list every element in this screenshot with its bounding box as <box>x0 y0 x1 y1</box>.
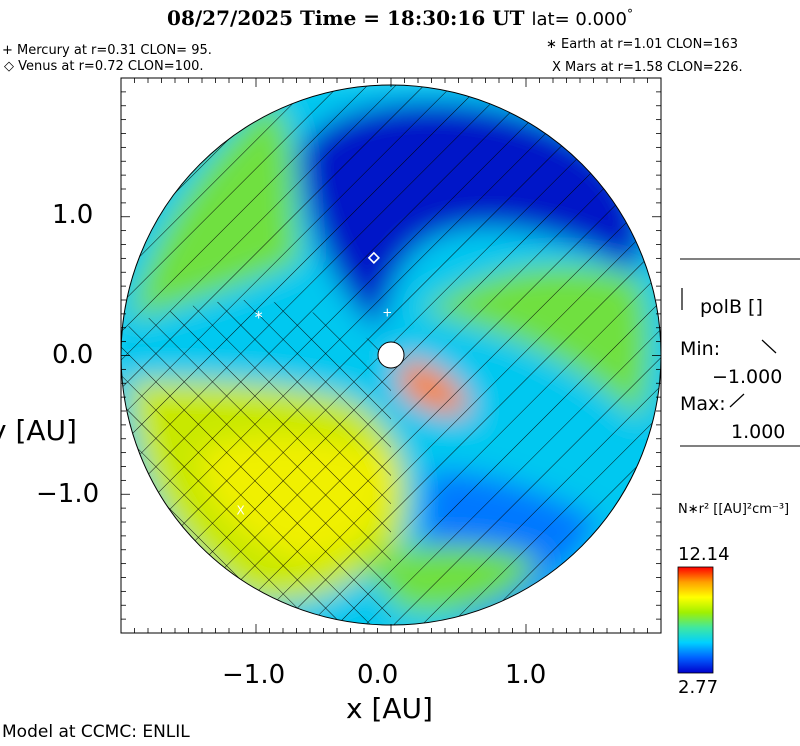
y-axis-title: y [AU] <box>0 414 77 447</box>
ytick-label-pos: 1.0 <box>52 200 94 230</box>
overlay-max-value: 1.000 <box>731 421 786 443</box>
axis-ticks <box>120 77 662 634</box>
legend-venus: ◇ Venus at r=0.72 CLON=100. <box>4 59 204 74</box>
legend-earth: ∗ Earth at r=1.01 CLON=163 <box>546 37 739 52</box>
xtick-label-pos: 1.0 <box>505 660 547 690</box>
min-slash-icon <box>761 339 777 354</box>
title-lat: lat= 0.000° <box>531 7 633 30</box>
hatch-negative <box>121 300 391 625</box>
colorbar <box>677 566 714 674</box>
xtick-label-neg: −1.0 <box>222 660 286 690</box>
overlay-min-label: Min: <box>680 338 721 360</box>
sun-disk <box>377 341 405 369</box>
title-main: 08/27/2025 Time = 18:30:16 UT <box>167 6 525 30</box>
overlay-min-value: −1.000 <box>712 366 783 388</box>
chart-title: 08/27/2025 Time = 18:30:16 UT lat= 0.000… <box>0 6 800 30</box>
legend-mercury: + Mercury at r=0.31 CLON= 95. <box>2 43 212 58</box>
colorbar-label: N∗r² [[AU]²cm⁻³] <box>678 502 790 517</box>
ytick-label-neg: −1.0 <box>36 479 100 509</box>
planet-markers: + ∗ X <box>237 251 392 518</box>
max-slash-icon <box>729 393 745 408</box>
legend-mars: X Mars at r=1.58 CLON=226. <box>552 60 743 75</box>
x-axis-title: x [AU] <box>346 692 433 725</box>
colorbar-min-label: 2.77 <box>678 677 719 698</box>
colorbar-max-label: 12.14 <box>678 544 730 565</box>
degree-sign: ° <box>626 7 633 21</box>
overlay-max-label: Max: <box>680 393 726 415</box>
marker-mercury: + <box>382 306 392 320</box>
marker-mars: X <box>237 504 245 518</box>
xtick-label-zero: 0.0 <box>357 660 399 690</box>
marker-venus <box>367 251 380 264</box>
overlay-label: polB [] <box>700 296 763 318</box>
marker-earth: ∗ <box>254 308 264 322</box>
ytick-label-zero: 0.0 <box>52 340 94 370</box>
footer-credit: Model at CCMC: ENLIL <box>2 722 190 742</box>
lat-text: lat= 0.000 <box>531 9 627 30</box>
